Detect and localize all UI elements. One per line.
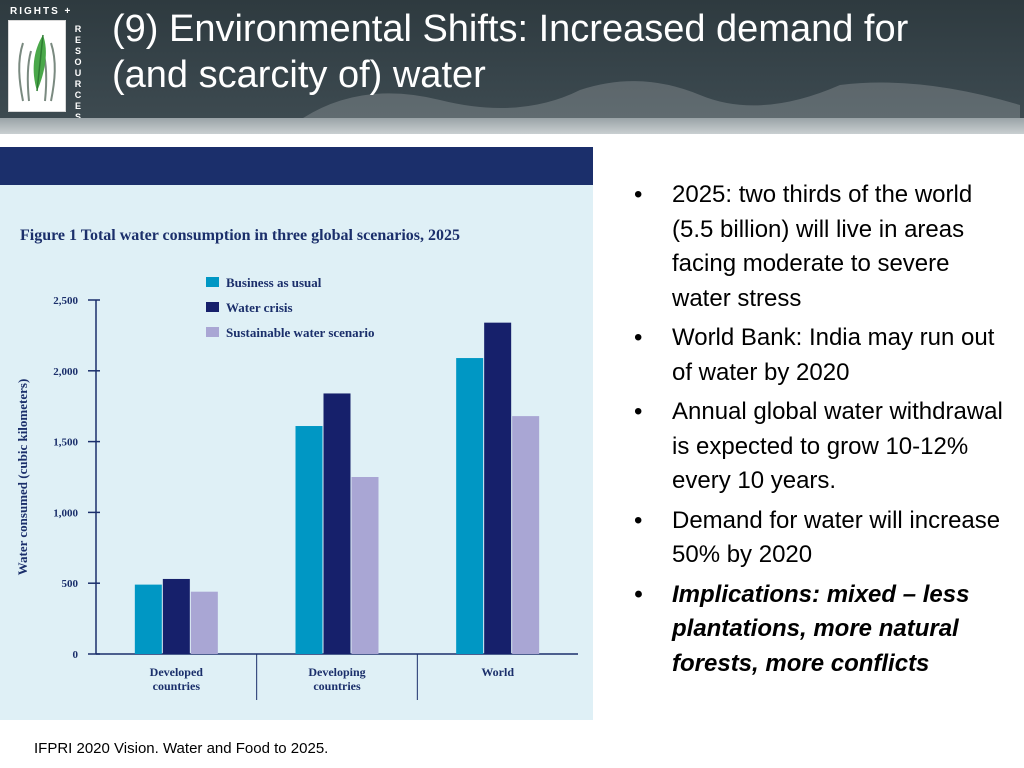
- bar-water-crisis-0: [162, 578, 190, 654]
- x-category-label-line: countries: [153, 679, 201, 693]
- chart-legend: Business as usual Water crisis Sustainable…: [206, 275, 375, 340]
- logo-side-text: RESOURCES: [74, 24, 82, 118]
- x-category-label: Developing countries: [308, 665, 365, 693]
- water-consumption-chart: Figure 1 Total water consumption in thre…: [15, 227, 578, 700]
- rights-resources-logo: RIGHTS + RESOURCES: [2, 2, 90, 118]
- chart-title: Figure 1 Total water consumption in thre…: [20, 227, 460, 244]
- figure-panel: Figure 1 Total water consumption in thre…: [0, 147, 593, 720]
- y-tick-label: 1,000: [53, 507, 78, 519]
- legend-label: Water crisis: [226, 300, 293, 315]
- slide-title: (9) Environmental Shifts: Increased dema…: [112, 8, 909, 96]
- figure-top-band: [0, 147, 593, 185]
- logo-top-text: RIGHTS +: [10, 6, 73, 17]
- y-tick-label: 0: [73, 649, 79, 661]
- legend-swatch: [206, 302, 219, 312]
- world-map-watermark: [303, 81, 1020, 118]
- x-category-label-line: Developing: [308, 665, 365, 679]
- y-tick-label: 2,000: [53, 366, 78, 378]
- logo-box: [8, 20, 66, 112]
- legend-swatch: [206, 277, 219, 287]
- legend-swatch: [206, 327, 219, 337]
- bullet-item: World Bank: India may run out of water b…: [634, 321, 1014, 390]
- legend-label: Business as usual: [226, 275, 322, 290]
- bar-water-crisis-1: [323, 393, 351, 654]
- y-tick-label: 2,500: [53, 295, 78, 307]
- bar-sustainable-water-scenario-1: [351, 477, 379, 654]
- bar-business-as-usual-0: [134, 584, 162, 654]
- bar-business-as-usual-1: [295, 426, 323, 654]
- x-category-label: World: [481, 665, 514, 679]
- legend-label: Sustainable water scenario: [226, 325, 375, 340]
- x-category-label-line: countries: [313, 679, 361, 693]
- bullet-list: 2025: two thirds of the world (5.5 billi…: [634, 178, 1014, 686]
- bar-water-crisis-2: [484, 322, 512, 654]
- x-category-label: Developed countries: [150, 665, 204, 693]
- y-tick-label: 500: [62, 578, 79, 590]
- hands-leaf-icon: [18, 34, 56, 102]
- y-tick-label: 1,500: [53, 437, 78, 449]
- bar-sustainable-water-scenario-2: [512, 416, 540, 654]
- bar-sustainable-water-scenario-0: [190, 591, 218, 654]
- bullet-item: Implications: mixed – less plantations, …: [634, 578, 1014, 682]
- bullet-item: 2025: two thirds of the world (5.5 billi…: [634, 178, 1014, 316]
- chart-bars: [134, 322, 540, 654]
- source-citation: IFPRI 2020 Vision. Water and Food to 202…: [34, 740, 329, 757]
- header-divider: [0, 118, 1024, 134]
- x-category-label-line: Developed: [150, 665, 204, 679]
- bar-business-as-usual-2: [456, 358, 484, 654]
- slide-header: RIGHTS + RESOURCES (9) Environmental Shi…: [0, 0, 1024, 118]
- bullet-item: Annual global water withdrawal is expect…: [634, 395, 1014, 499]
- bullet-item: Demand for water will increase 50% by 20…: [634, 504, 1014, 573]
- y-axis-label: Water consumed (cubic kilometers): [15, 379, 30, 576]
